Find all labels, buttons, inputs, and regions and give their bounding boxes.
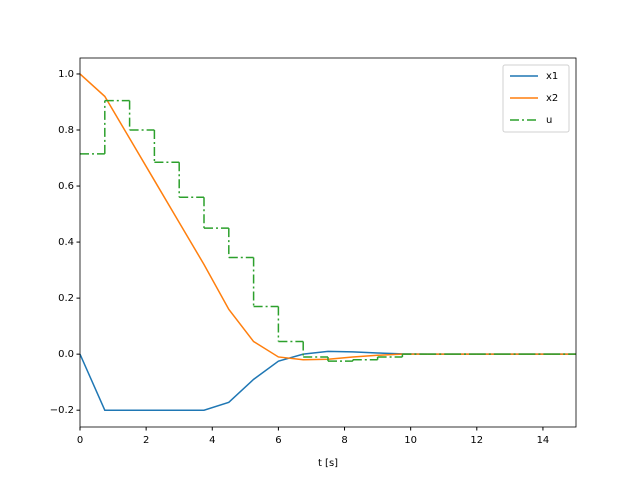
- x-tick-label: 2: [143, 435, 149, 446]
- y-tick-label: 0.2: [58, 293, 74, 304]
- x-tick-label: 10: [404, 435, 417, 446]
- x-tick-label: 4: [209, 435, 215, 446]
- y-tick-label: 0.4: [58, 237, 74, 248]
- legend-label: x2: [546, 93, 558, 104]
- legend-label: x1: [546, 71, 558, 82]
- plot-area: [80, 58, 576, 427]
- y-tick-label: 0.8: [58, 125, 74, 136]
- x-tick-label: 14: [537, 435, 550, 446]
- legend-label: u: [546, 115, 552, 126]
- x-tick-label: 0: [77, 435, 83, 446]
- y-tick-label: 0.6: [58, 181, 74, 192]
- axes-frame: [79, 57, 577, 428]
- x-axis-label: t [s]: [318, 458, 338, 469]
- y-tick-label: −0.2: [50, 405, 74, 416]
- x-tick-label: 6: [275, 435, 281, 446]
- x-tick-label: 8: [341, 435, 347, 446]
- y-tick-label: 1.0: [58, 69, 74, 80]
- x-tick-label: 12: [470, 435, 483, 446]
- y-tick-label: 0.0: [58, 349, 74, 360]
